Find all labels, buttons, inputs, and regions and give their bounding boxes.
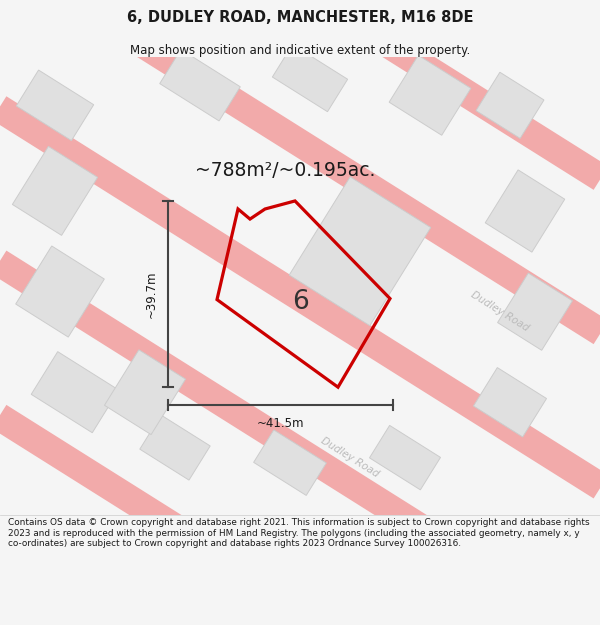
Text: 6: 6 [292, 289, 308, 314]
Text: Map shows position and indicative extent of the property.: Map shows position and indicative extent… [130, 44, 470, 58]
Polygon shape [389, 55, 471, 135]
Polygon shape [104, 350, 185, 434]
Text: Dudley Road: Dudley Road [469, 290, 531, 334]
Polygon shape [370, 426, 440, 490]
Polygon shape [160, 49, 240, 121]
Polygon shape [497, 273, 572, 350]
Polygon shape [289, 177, 431, 326]
Polygon shape [473, 368, 547, 437]
Text: ~39.7m: ~39.7m [145, 270, 158, 318]
Polygon shape [16, 70, 94, 141]
Text: ~788m²/~0.195ac.: ~788m²/~0.195ac. [195, 161, 375, 180]
Text: Dudley Road: Dudley Road [319, 436, 381, 479]
Text: 6, DUDLEY ROAD, MANCHESTER, M16 8DE: 6, DUDLEY ROAD, MANCHESTER, M16 8DE [127, 10, 473, 25]
Polygon shape [13, 146, 98, 236]
Polygon shape [485, 170, 565, 252]
Polygon shape [476, 72, 544, 138]
Polygon shape [140, 415, 210, 480]
Polygon shape [16, 246, 104, 337]
Polygon shape [272, 44, 347, 112]
Polygon shape [254, 430, 326, 496]
Polygon shape [31, 352, 119, 432]
Text: ~41.5m: ~41.5m [257, 418, 304, 431]
Text: Contains OS data © Crown copyright and database right 2021. This information is : Contains OS data © Crown copyright and d… [8, 518, 589, 548]
